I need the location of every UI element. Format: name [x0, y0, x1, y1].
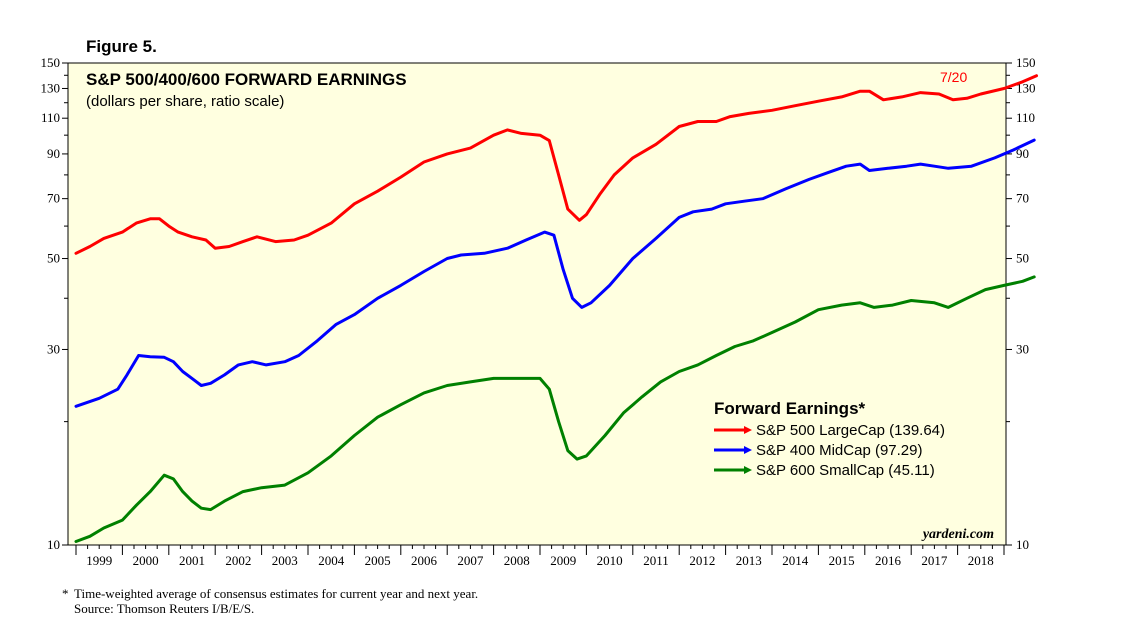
- y-tick-label-right: 150: [1016, 55, 1036, 70]
- legend-title: Forward Earnings*: [714, 399, 866, 418]
- x-tick-label: 2009: [550, 553, 576, 568]
- footnote-source: Source: Thomson Reuters I/B/E/S.: [74, 601, 255, 616]
- y-tick-label-left: 70: [47, 191, 60, 206]
- x-tick-label: 2012: [689, 553, 715, 568]
- y-tick-label-left: 110: [41, 110, 60, 125]
- x-tick-label: 2018: [968, 553, 994, 568]
- legend-label-1: S&P 400 MidCap (97.29): [756, 442, 923, 459]
- series-line-2: [74, 275, 1036, 543]
- x-tick-label: 2010: [597, 553, 623, 568]
- series-line-1: [74, 138, 1036, 408]
- x-tick-label: 2008: [504, 553, 530, 568]
- y-axis-right: 10 30 50 70 90 110 130 150: [1006, 55, 1036, 552]
- footnote-star: *: [62, 586, 69, 601]
- series-line-0: [74, 74, 1038, 255]
- x-tick-label: 2000: [133, 553, 159, 568]
- y-tick-label-right: 10: [1016, 537, 1029, 552]
- legend-arrow-1: [744, 446, 752, 454]
- legend-label-2: S&P 600 SmallCap (45.11): [756, 462, 935, 479]
- x-tick-label: 2017: [921, 553, 948, 568]
- y-tick-label-right: 130: [1016, 80, 1036, 95]
- x-tick-label: 2013: [736, 553, 762, 568]
- footnote: * Time-weighted average of consensus esti…: [62, 586, 478, 616]
- y-tick-label-right: 90: [1016, 146, 1029, 161]
- x-tick-label: 2007: [457, 553, 484, 568]
- x-tick-label: 2016: [875, 553, 902, 568]
- x-tick-label: 2001: [179, 553, 205, 568]
- legend: Forward Earnings* S&P 500 LargeCap (139.…: [714, 399, 945, 479]
- y-tick-label-left: 150: [41, 55, 61, 70]
- y-tick-label-right: 30: [1016, 341, 1029, 356]
- figure-label: Figure 5.: [86, 37, 157, 56]
- x-tick-label: 2002: [225, 553, 251, 568]
- y-tick-label-left: 30: [47, 341, 60, 356]
- y-tick-label-left: 90: [47, 146, 60, 161]
- y-tick-label-left: 130: [41, 80, 61, 95]
- y-tick-label-right: 70: [1016, 191, 1029, 206]
- footnote-note-line: * Time-weighted average of consensus esti…: [62, 586, 478, 601]
- chart-title: S&P 500/400/600 FORWARD EARNINGS: [86, 70, 407, 89]
- legend-label-0: S&P 500 LargeCap (139.64): [756, 422, 945, 439]
- x-axis: 1999 2000 2001 2002 2003 2004 2005 2006 2007 2008…: [75, 545, 1005, 568]
- y-tick-label-right: 50: [1016, 251, 1029, 266]
- x-tick-label: 2004: [318, 553, 345, 568]
- y-tick-label-left: 50: [47, 251, 60, 266]
- y-tick-label-left: 10: [47, 537, 60, 552]
- y-axis-left: 10 30 50 70 90 110 130 150: [41, 55, 68, 552]
- x-tick-label: 2015: [829, 553, 855, 568]
- x-tick-label: 2005: [365, 553, 391, 568]
- legend-arrow-2: [744, 466, 752, 474]
- footnote-note: Time-weighted average of consensus estim…: [74, 586, 479, 601]
- date-label: 7/20: [940, 69, 967, 85]
- watermark: yardeni.com: [921, 527, 994, 542]
- x-tick-label: 2011: [643, 553, 669, 568]
- legend-arrow-0: [744, 426, 752, 434]
- x-tick-label: 1999: [86, 553, 112, 568]
- x-tick-label: 2006: [411, 553, 438, 568]
- x-tick-label: 2003: [272, 553, 298, 568]
- series-lines: [74, 74, 1038, 543]
- chart-subtitle: (dollars per share, ratio scale): [86, 93, 284, 110]
- x-tick-label: 2014: [782, 553, 809, 568]
- y-tick-label-right: 110: [1016, 110, 1035, 125]
